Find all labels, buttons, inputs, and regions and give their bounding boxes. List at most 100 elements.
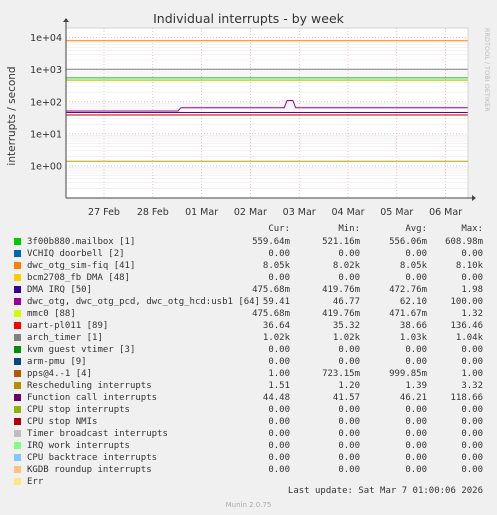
x-tick-label: 02 Mar [234, 207, 267, 218]
legend-swatch [14, 442, 21, 449]
y-tick-label: 1e+00 [30, 161, 62, 172]
legend-series-name: CPU backtrace interrupts [27, 453, 158, 463]
legend-value-cur: 1.00 [268, 369, 290, 379]
legend-value-avg: 0.00 [405, 417, 427, 427]
legend-row: Function call interrupts 44.48 41.57 46.21 1… [0, 392, 497, 404]
legend-row: IRQ work interrupts 0.00 0.00 0.00 0.00 [0, 440, 497, 452]
legend-swatch [14, 478, 21, 485]
legend-value-max: 136.46 [450, 321, 483, 331]
legend-value-min: 35.32 [332, 321, 360, 331]
legend-value-avg: 0.00 [405, 405, 427, 415]
legend-value-min: 521.16m [322, 237, 360, 247]
legend-value-avg: 0.00 [405, 249, 427, 259]
legend-row: arch_timer [1] 1.02k 1.02k 1.03k 1.04k [0, 332, 497, 344]
legend-swatch [14, 454, 21, 461]
legend-value-max: 118.66 [450, 393, 483, 403]
legend-row: DMA IRQ [50] 475.68m 419.76m 472.76m 1.98 [0, 284, 497, 296]
legend-row: kvm guest vtimer [3] 0.00 0.00 0.00 0.00 [0, 344, 497, 356]
legend-row: CPU backtrace interrupts 0.00 0.00 0.00 0.00 [0, 452, 497, 464]
legend-swatch [14, 418, 21, 425]
legend-series-name: KGDB roundup interrupts [27, 465, 152, 475]
legend-value-cur: 0.00 [268, 441, 290, 451]
x-tick-label: 04 Mar [331, 207, 364, 218]
legend-series-name: arch_timer [1] [27, 333, 103, 343]
legend-series-name: uart-pl011 [89] [27, 321, 109, 331]
legend-series-name: kvm guest vtimer [3] [27, 345, 136, 355]
legend-header-max: Max: [461, 224, 483, 234]
y-axis-arrow [63, 18, 69, 22]
legend-row: CPU stop NMIs 0.00 0.00 0.00 0.00 [0, 416, 497, 428]
legend-swatch [14, 322, 21, 329]
legend-value-cur: 0.00 [268, 345, 290, 355]
x-tick-label: 05 Mar [380, 207, 413, 218]
legend-value-min: 0.00 [338, 345, 360, 355]
legend-swatch [14, 238, 21, 245]
legend-value-max: 0.00 [461, 453, 483, 463]
legend-swatch [14, 262, 21, 269]
legend-value-cur: 0.00 [268, 429, 290, 439]
legend-row: KGDB roundup interrupts 0.00 0.00 0.00 0.00 [0, 464, 497, 476]
legend-series-name: VCHIQ doorbell [2] [27, 249, 125, 259]
legend-value-cur: 0.00 [268, 417, 290, 427]
legend-header-avg: Avg: [405, 224, 427, 234]
legend-value-max: 1.00 [461, 369, 483, 379]
legend-value-max: 0.00 [461, 417, 483, 427]
legend-series-name: pps@4.-1 [4] [27, 369, 93, 379]
legend-series-name: Rescheduling interrupts [27, 381, 152, 391]
legend-value-cur: 1.02k [262, 333, 290, 343]
x-tick-label: 27 Feb [88, 207, 120, 218]
legend-swatch [14, 430, 21, 437]
legend-series-name: Timer broadcast interrupts [27, 429, 168, 439]
legend-series-name: Function call interrupts [27, 393, 158, 403]
legend-value-avg: 8.05k [399, 261, 427, 271]
legend-row: Rescheduling interrupts 1.51 1.20 1.39 3.32 [0, 380, 497, 392]
legend-value-avg: 62.10 [399, 297, 427, 307]
x-tick-label: 28 Feb [137, 207, 169, 218]
legend-series-name: arm-pmu [9] [27, 357, 87, 367]
chart-title: Individual interrupts - by week [153, 11, 344, 26]
legend-swatch [14, 286, 21, 293]
legend-row: bcm2708_fb DMA [48] 0.00 0.00 0.00 0.00 [0, 272, 497, 284]
legend-header-cur: Cur: [268, 224, 290, 234]
legend-row: 3f00b880.mailbox [1] 559.64m 521.16m 556.06… [0, 236, 497, 248]
legend-value-min: 0.00 [338, 273, 360, 283]
y-tick-label: 1e+01 [30, 129, 62, 140]
legend-swatch [14, 394, 21, 401]
legend-value-avg: 1.03k [399, 333, 427, 343]
legend-value-min: 0.00 [338, 405, 360, 415]
legend-swatch [14, 334, 21, 341]
y-tick-label: 1e+03 [30, 65, 62, 76]
legend-value-cur: 36.64 [262, 321, 290, 331]
legend-header-min: Min: [338, 224, 360, 234]
legend-series-name: Err [27, 477, 44, 487]
legend-swatch [14, 346, 21, 353]
legend-value-avg: 0.00 [405, 441, 427, 451]
legend-row: VCHIQ doorbell [2] 0.00 0.00 0.00 0.00 [0, 248, 497, 260]
legend-value-avg: 472.76m [389, 285, 427, 295]
legend-swatch [14, 406, 21, 413]
legend-value-min: 419.76m [322, 285, 360, 295]
x-tick-label: 03 Mar [283, 207, 316, 218]
legend-value-min: 0.00 [338, 465, 360, 475]
y-tick-label: 1e+02 [30, 97, 62, 108]
legend-swatch [14, 274, 21, 281]
legend-value-cur: 8.05k [262, 261, 290, 271]
legend-swatch [14, 250, 21, 257]
legend-value-max: 3.32 [461, 381, 483, 391]
x-tick-label: 01 Mar [185, 207, 218, 218]
legend-value-cur: 0.00 [268, 465, 290, 475]
legend-value-max: 0.00 [461, 441, 483, 451]
legend-value-max: 100.00 [450, 297, 483, 307]
legend-value-max: 608.98m [445, 237, 483, 247]
legend-value-max: 1.32 [461, 309, 483, 319]
legend-value-min: 8.02k [332, 261, 360, 271]
legend-series-name: DMA IRQ [50] [27, 285, 93, 295]
chart-plot: 1e+00 1e+01 1e+02 1e+03 1e+04 27 Feb 28 Feb 01 … [30, 18, 476, 218]
legend-value-avg: 0.00 [405, 345, 427, 355]
legend-series-name: mmc0 [88] [27, 309, 76, 319]
legend-series-name: dwc_otg, dwc_otg_pcd, dwc_otg_hcd:usb1 [… [27, 297, 260, 307]
legend-series-name: bcm2708_fb DMA [48] [27, 273, 130, 283]
legend-row: arm-pmu [9] 0.00 0.00 0.00 0.00 [0, 356, 497, 368]
legend-value-cur: 0.00 [268, 273, 290, 283]
series-line [66, 100, 468, 112]
